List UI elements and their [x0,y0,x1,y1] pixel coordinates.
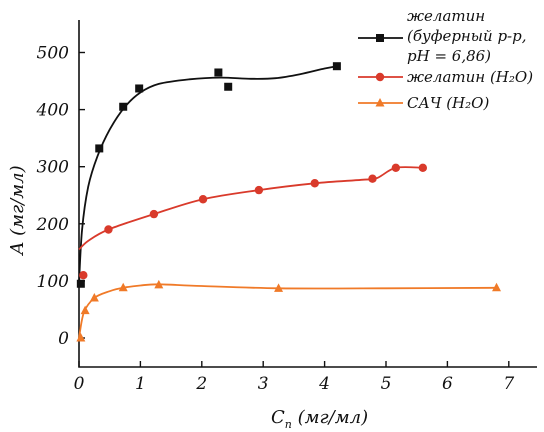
series-2-point-6 [310,179,319,188]
series-3-point-1 [76,333,86,342]
series-3-point-7 [492,282,502,292]
series-markers [76,62,502,342]
series-1-point-7 [332,62,341,71]
series-3-point-3 [89,293,99,302]
y-tick-label-200: 200 [36,215,70,235]
series-3-point-6 [274,283,284,292]
series-2-point-3 [149,209,159,219]
legend-1-label-line-2: (буферный р-р, [407,27,527,45]
x-axis-label-subscript: п [285,418,292,431]
legend: желатин (буферный р-р, pH = 6,86) желатин (… [358,7,533,112]
y-tick-label-0: 0 [58,329,69,349]
y-tick-label-500: 500 [37,44,70,64]
series-3-point-5 [154,279,164,289]
series-2-point-9 [418,163,428,173]
x-axis-label: Cп (мг/мл) [271,407,368,431]
x-tick-label-2: 2 [195,374,207,394]
legend-1-marker [376,34,384,42]
legend-1-label-line-1: желатин [407,7,485,25]
series-2-point-2 [104,225,113,234]
series-2-point-5 [254,185,264,195]
series-1-point-3 [119,102,128,111]
x-tick-label-0: 0 [74,374,85,394]
series-3-point-2 [80,305,90,315]
x-tick-label-1: 1 [135,374,146,394]
series-1-line [78,65,338,284]
legend-3-label: САЧ (H₂O) [407,94,489,112]
series-1-point-6 [224,82,233,91]
x-axis-label-main: C [271,407,285,428]
legend-2-marker [375,72,385,82]
x-tick-label-5: 5 [381,374,392,394]
y-axis-label: A (мг/мл) [7,165,28,256]
x-tick-label-7: 7 [503,374,514,394]
axis-labels: A (мг/мл) Cп (мг/мл) [7,165,368,431]
y-tick-label-100: 100 [37,272,70,292]
series-2-point-8 [391,163,401,173]
x-tick-label-3: 3 [258,374,269,394]
x-axis-label-unit: (мг/мл) [292,407,368,428]
series-1-point-4 [135,84,144,93]
legend-1-label-line-3: pH = 6,86) [407,47,491,65]
y-tick-label-400: 400 [36,101,70,121]
series-3-point-4 [118,282,128,292]
series-2-point-4 [198,195,208,204]
series-2-point-7 [368,174,377,183]
series-1-point-2 [95,144,104,153]
axes: 0 100 200 300 400 500 0 1 2 3 4 5 6 7 [36,20,537,394]
x-tick-label-4: 4 [318,374,330,394]
x-tick-label-6: 6 [442,374,453,394]
series-2-point-1 [79,270,88,280]
y-tick-label-300: 300 [37,158,70,178]
legend-3-marker [375,98,385,107]
series-1-point-1 [76,279,85,288]
series-1-point-5 [214,68,223,77]
legend-2-label: желатин (H₂O) [407,68,533,86]
series-3-line [78,283,497,339]
